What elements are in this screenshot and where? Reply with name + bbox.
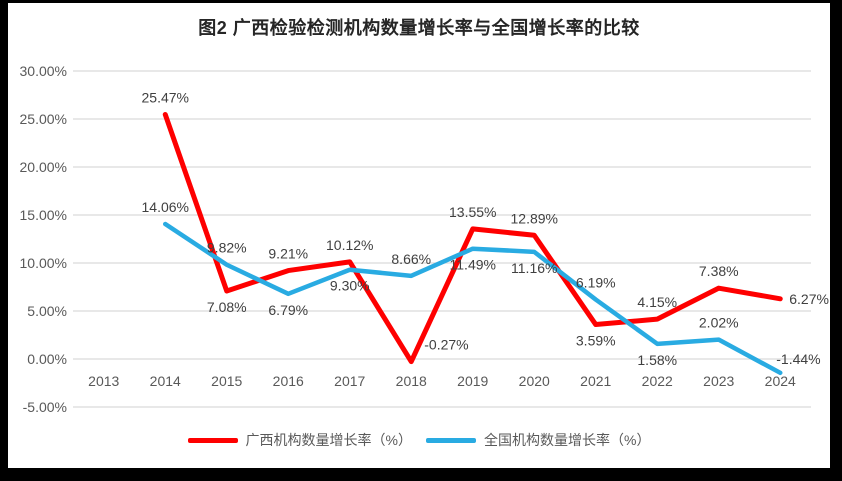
- y-tick-label: 10.00%: [20, 255, 67, 271]
- data-label: 10.12%: [326, 237, 373, 253]
- x-tick-label: 2023: [703, 373, 734, 389]
- data-label: 9.21%: [268, 246, 308, 262]
- data-label: 11.49%: [450, 257, 496, 273]
- data-label: 9.30%: [330, 278, 370, 294]
- data-label: 2.02%: [699, 315, 739, 331]
- data-label: 7.38%: [699, 263, 739, 279]
- data-label: 6.27%: [789, 291, 829, 307]
- x-tick-label: 2024: [765, 373, 796, 389]
- data-label: 8.66%: [391, 251, 431, 267]
- x-tick-label: 2017: [334, 373, 365, 389]
- chart-title: 图2 广西检验检测机构数量增长率与全国增长率的比较: [198, 18, 640, 38]
- legend-label-guangxi: 广西机构数量增长率（%）: [245, 432, 412, 448]
- line-chart: 30.00% 25.00% 20.00% 15.00% 10.00% 5.00% 0.00%…: [20, 63, 829, 415]
- y-tick-label: 30.00%: [20, 63, 67, 79]
- data-label: 12.89%: [511, 210, 558, 226]
- data-label: 3.59%: [576, 333, 616, 349]
- legend: 广西机构数量增长率（%） 全国机构数量增长率（%）: [8, 430, 830, 450]
- legend-swatch-national: [426, 437, 476, 443]
- legend-label-national: 全国机构数量增长率（%）: [484, 432, 651, 448]
- data-label: 25.47%: [142, 89, 189, 105]
- y-tick-label: 15.00%: [20, 207, 67, 223]
- data-label: 11.16%: [511, 260, 557, 276]
- x-tick-label: 2014: [150, 373, 181, 389]
- legend-item-guangxi: 广西机构数量增长率（%）: [187, 430, 412, 450]
- y-tick-label: 20.00%: [20, 159, 67, 175]
- x-tick-label: 2016: [273, 373, 304, 389]
- y-tick-label: -5.00%: [23, 399, 67, 415]
- x-tick-label: 2015: [211, 373, 242, 389]
- series-line-1: [163, 221, 783, 376]
- data-label: 14.06%: [142, 199, 189, 215]
- y-tick-label: 25.00%: [20, 111, 67, 127]
- x-tick-label: 2022: [642, 373, 673, 389]
- data-label: -1.44%: [776, 351, 820, 367]
- x-tick-label: 2021: [580, 373, 611, 389]
- data-label: 6.19%: [576, 275, 616, 291]
- data-label: 1.58%: [637, 352, 677, 368]
- data-label: 9.82%: [207, 240, 247, 256]
- data-label: 6.79%: [268, 302, 308, 318]
- data-label: -0.27%: [424, 337, 468, 353]
- series-line-0: [162, 111, 783, 365]
- data-label: 4.15%: [637, 294, 677, 310]
- y-tick-label: 5.00%: [27, 303, 67, 319]
- x-tick-label: 2013: [88, 373, 119, 389]
- x-tick-label: 2020: [519, 373, 550, 389]
- chart-card: 图2 广西检验检测机构数量增长率与全国增长率的比较 30.00% 25.00% 20…: [8, 3, 830, 468]
- x-tick-label: 2018: [396, 373, 427, 389]
- y-tick-label: 0.00%: [27, 351, 67, 367]
- legend-item-national: 全国机构数量增长率（%）: [426, 430, 650, 450]
- data-label: 7.08%: [207, 299, 247, 315]
- x-tick-label: 2019: [457, 373, 488, 389]
- legend-swatch-guangxi: [187, 437, 238, 443]
- data-label: 13.55%: [449, 204, 496, 220]
